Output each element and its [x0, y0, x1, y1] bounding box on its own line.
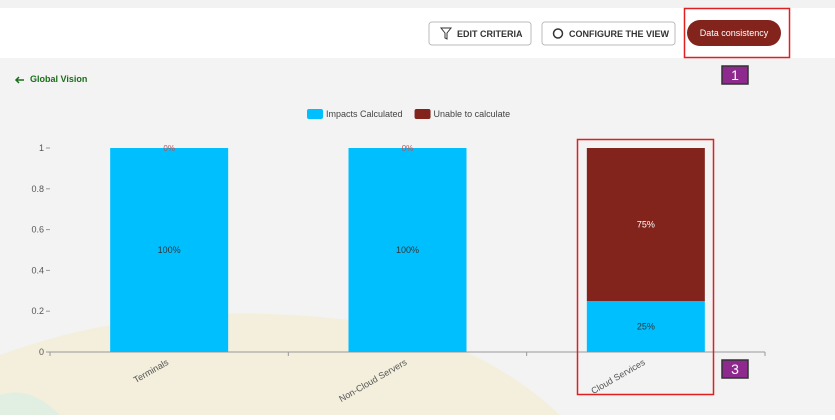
callout-number: 1 — [731, 67, 739, 83]
button-frame — [541, 21, 676, 46]
back-link[interactable]: Global Vision — [14, 74, 87, 84]
callout-box — [576, 138, 715, 396]
bar-segment — [586, 301, 705, 352]
data-label: 25% — [637, 322, 655, 332]
bar-segment — [110, 148, 229, 352]
legend-label: Impacts Calculated — [326, 109, 403, 119]
configure-view-button[interactable]: CONFIGURE THE VIEW — [541, 21, 676, 46]
button-label: Data consistency — [700, 28, 769, 38]
filter-icon — [439, 27, 453, 40]
top-strip — [0, 0, 835, 8]
data-label: 0% — [402, 144, 414, 153]
data-consistency-button[interactable]: Data consistency — [687, 20, 781, 46]
button-label: EDIT CRITERIA — [457, 29, 523, 39]
button-label: CONFIGURE THE VIEW — [569, 29, 670, 39]
legend-swatch — [414, 109, 431, 119]
edit-criteria-button[interactable]: EDIT CRITERIA — [428, 21, 532, 46]
back-arrow — [14, 76, 24, 84]
y-tick-label: 0.2 — [31, 306, 44, 316]
button-frame — [687, 20, 781, 46]
bar-segment — [586, 148, 705, 301]
button-frame — [428, 21, 532, 46]
legend-label: Unable to calculate — [434, 109, 511, 119]
data-label: 100% — [396, 245, 419, 255]
decor-shape — [0, 392, 60, 415]
callout-badge — [721, 359, 749, 379]
callout-badge — [721, 65, 749, 85]
data-label: 100% — [158, 245, 181, 255]
data-label: 0% — [163, 144, 175, 153]
y-tick-label: 0 — [39, 347, 44, 357]
y-tick-label: 1 — [39, 143, 44, 153]
callout-box — [683, 7, 791, 59]
y-tick-label: 0.6 — [31, 225, 44, 235]
gear-icon — [552, 28, 564, 39]
callout-number: 3 — [731, 361, 739, 377]
y-tick-label: 0.8 — [31, 184, 44, 194]
bar-segment — [348, 148, 467, 352]
back-link-label: Global Vision — [30, 74, 87, 84]
data-label: 75% — [637, 220, 655, 230]
legend-swatch — [307, 109, 323, 119]
y-tick-label: 0.4 — [31, 265, 44, 275]
